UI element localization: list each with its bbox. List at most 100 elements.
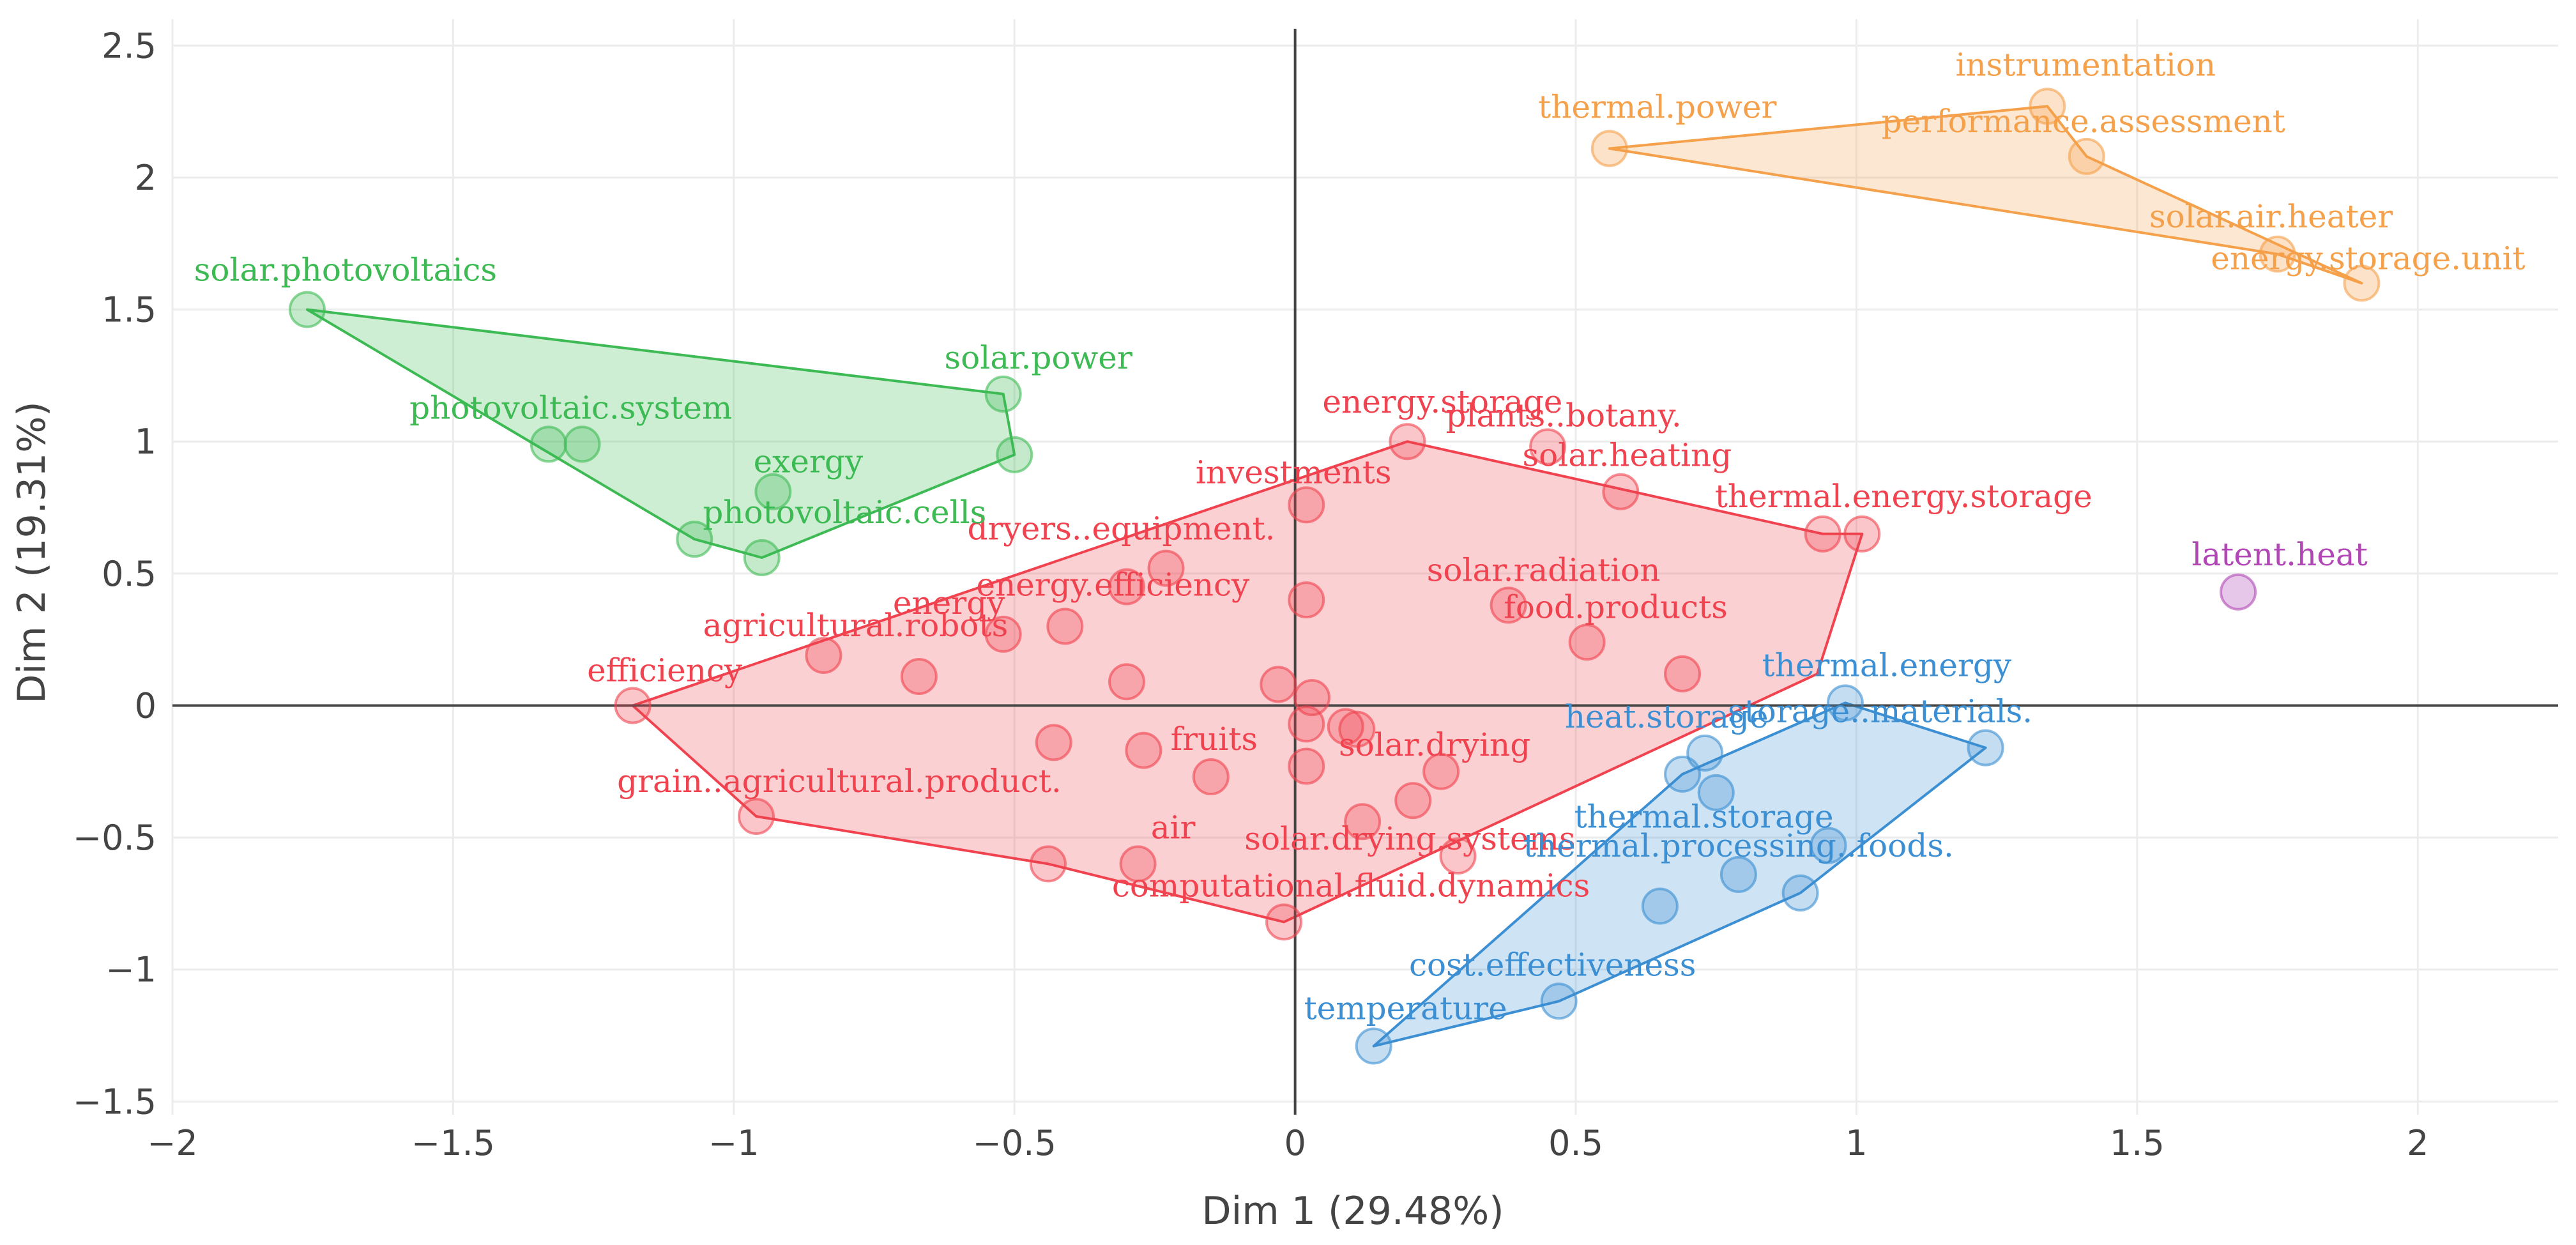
data-point: [1288, 705, 1325, 743]
point-label: performance.assessment: [1882, 103, 2285, 140]
data-point: [1422, 752, 1460, 790]
data-point: [1540, 982, 1578, 1020]
point-label: computational.fluid.dynamics: [1112, 867, 1590, 904]
data-point: [1529, 428, 1567, 466]
data-point: [1664, 655, 1702, 692]
data-point: [2068, 137, 2105, 175]
data-point: [1046, 607, 1084, 645]
point-label: heat.storage: [1565, 698, 1769, 735]
y-tick-label: −1.5: [73, 1081, 156, 1122]
data-point: [1265, 903, 1303, 941]
blue-cluster-hull: [1372, 701, 1987, 1048]
point-label: investments: [1196, 454, 1392, 491]
data-point: [2259, 235, 2296, 273]
x-tick-label: −1: [708, 1123, 759, 1163]
data-point: [1490, 586, 1527, 624]
data-point: [1125, 731, 1162, 769]
data-point: [2029, 88, 2066, 125]
data-point: [754, 473, 792, 510]
data-point: [1810, 827, 1847, 864]
point-label: energy.storage.unit: [2211, 240, 2525, 277]
data-point: [1967, 729, 2004, 767]
y-tick-label: 2.5: [102, 26, 156, 66]
data-point: [1260, 666, 1297, 703]
data-point: [1439, 837, 1477, 875]
data-point: [288, 291, 326, 328]
point-label: solar.photovoltaics: [194, 252, 497, 289]
data-point: [805, 636, 842, 674]
data-point: [737, 798, 775, 836]
point-label: dryers..equipment.: [967, 510, 1275, 547]
y-tick-label: 0: [135, 685, 156, 726]
data-point: [1035, 724, 1072, 761]
data-point: [563, 425, 601, 463]
x-tick-label: 0.5: [1548, 1123, 1603, 1163]
data-point: [1697, 774, 1735, 811]
data-point: [1719, 855, 1757, 893]
point-label: thermal.storage: [1574, 798, 1833, 835]
data-point: [1394, 782, 1432, 820]
data-point: [1108, 568, 1145, 606]
x-tick-label: −0.5: [973, 1123, 1056, 1163]
point-label: temperature: [1304, 990, 1507, 1027]
data-point: [1355, 1027, 1392, 1065]
point-label: efficiency: [587, 652, 743, 689]
x-tick-label: −2: [147, 1123, 198, 1163]
point-label: exergy: [754, 443, 864, 480]
y-tick-label: −0.5: [73, 818, 156, 858]
y-tick-label: 1: [135, 422, 156, 462]
point-label: instrumentation: [1955, 46, 2216, 83]
data-point: [1192, 758, 1230, 796]
data-point: [1288, 486, 1325, 524]
data-point: [1843, 515, 1881, 553]
data-point: [1686, 734, 1724, 772]
y-tick-label: −1: [105, 950, 156, 990]
cluster-hulls: [305, 105, 2363, 1048]
point-label: plants..botany.: [1445, 397, 1681, 434]
data-point: [1029, 845, 1067, 883]
x-tick-label: 2: [2407, 1123, 2428, 1163]
x-tick-label: 0: [1284, 1123, 1306, 1163]
point-label: photovoltaic.system: [409, 389, 732, 426]
point-label: solar.drying: [1339, 726, 1530, 763]
data-point: [1288, 581, 1325, 619]
y-tick-label: 0.5: [102, 554, 156, 594]
data-point: [614, 687, 652, 724]
x-tick-label: 1.5: [2110, 1123, 2165, 1163]
point-label: energy.efficiency: [976, 566, 1250, 603]
green-cluster-hull: [305, 308, 1016, 559]
data-point: [900, 658, 938, 695]
data-point: [996, 436, 1033, 473]
axis-ticks: −2 −1.5 −1 −0.5 0 0.5 1 1.5 2−1.5−1−0.500.511.52…: [73, 26, 2429, 1163]
data-point: [1781, 874, 1819, 912]
point-label: solar.power: [945, 339, 1132, 376]
point-label: grain..agricultural.product.: [617, 763, 1062, 800]
data-point: [1602, 473, 1640, 510]
data-point: [2220, 573, 2257, 611]
data-point: [1119, 845, 1157, 883]
data-point: [1804, 515, 1841, 553]
point-label: fruits: [1171, 721, 1258, 758]
point-labels: energy.storageplants..botany.solar.heati…: [194, 46, 2526, 1027]
point-label: agricultural.robots: [703, 607, 1009, 644]
data-point: [1338, 710, 1376, 748]
x-axis-title: Dim 1 (29.48%): [1201, 1189, 1504, 1234]
data-point: [1389, 423, 1426, 461]
data-point: [1344, 803, 1382, 841]
data-point: [984, 375, 1022, 413]
point-label: latent.heat: [2191, 536, 2367, 573]
point-label: solar.air.heater: [2149, 198, 2393, 235]
data-point: [676, 521, 713, 558]
data-points: [288, 88, 2381, 1065]
data-point: [1641, 887, 1679, 925]
data-point: [1288, 747, 1325, 785]
point-label: energy: [893, 584, 1005, 622]
red-cluster-hull: [631, 440, 1864, 924]
point-label: solar.radiation: [1427, 551, 1661, 588]
point-label: energy.storage: [1322, 383, 1562, 420]
point-label: storage..materials.: [1728, 693, 2032, 730]
data-point: [1590, 130, 1628, 167]
data-point: [1568, 623, 1606, 661]
point-label: food.products: [1504, 588, 1728, 625]
